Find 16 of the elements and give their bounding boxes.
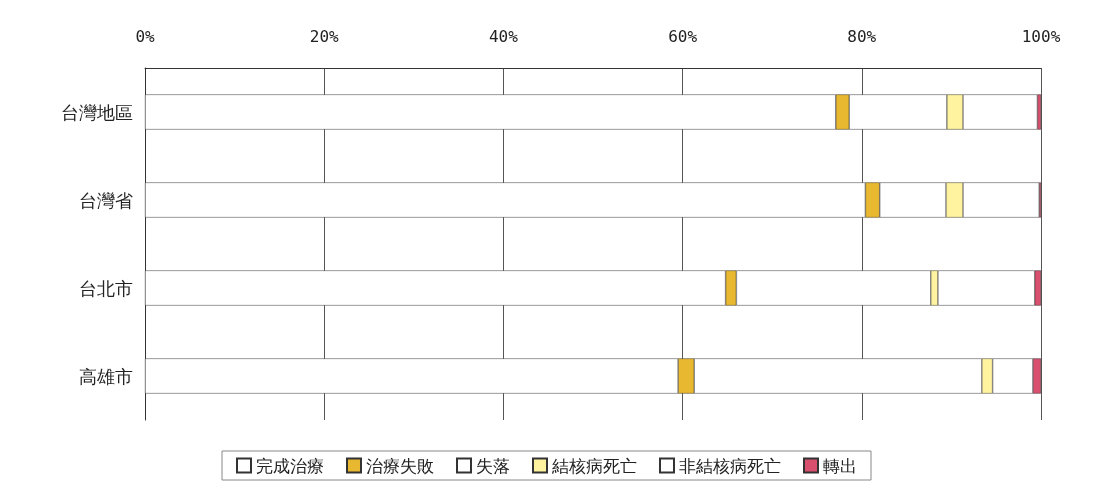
legend-label: 治療失敗 [366,455,434,476]
y-tick-label: 台灣省 [79,189,133,211]
x-tick-label: 0% [135,26,155,46]
legend-label: 非結核病死亡 [679,455,781,476]
legend-label: 結核病死亡 [551,455,637,476]
legend-label: 轉出 [823,455,857,476]
x-tick-label: 100% [1021,26,1061,46]
y-tick-label: 高雄市 [79,365,133,387]
y-tick-label: 台北市 [79,277,133,299]
x-tick-label: 40% [488,26,519,46]
legend-label: 失落 [476,455,510,476]
x-tick-label: 60% [668,26,698,46]
y-tick-label: 台灣地區 [61,101,133,123]
x-tick-label: 80% [847,26,877,46]
x-tick-label: 20% [309,26,340,46]
legend-label: 完成治療 [256,455,324,476]
